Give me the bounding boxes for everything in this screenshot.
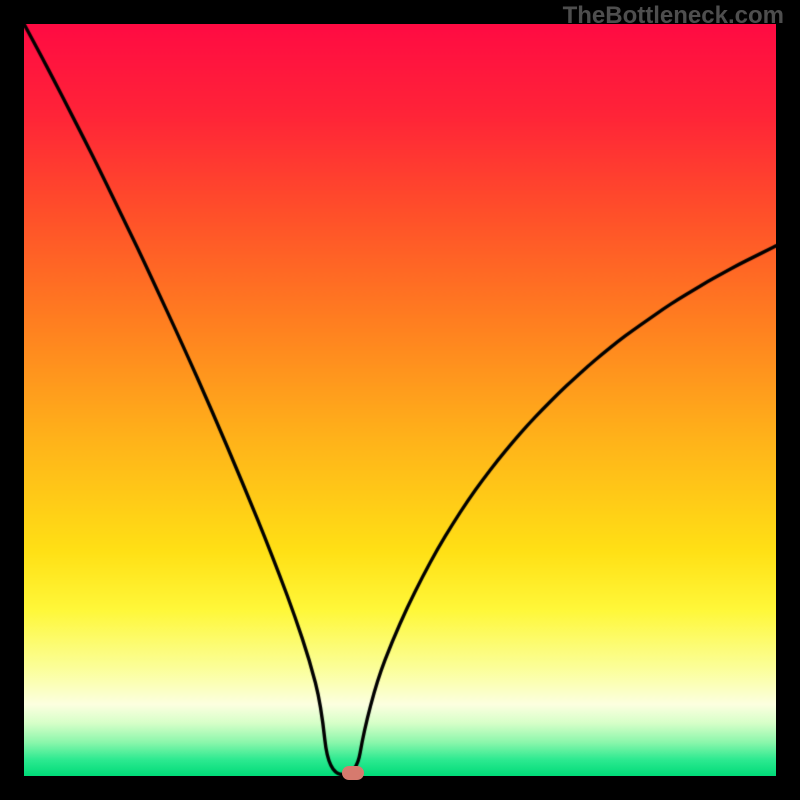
watermark-text: TheBottleneck.com xyxy=(563,2,784,30)
plot-area xyxy=(24,24,776,776)
chart-stage: TheBottleneck.com xyxy=(0,0,800,800)
bottleneck-curve xyxy=(24,24,776,776)
current-config-marker xyxy=(342,766,364,780)
